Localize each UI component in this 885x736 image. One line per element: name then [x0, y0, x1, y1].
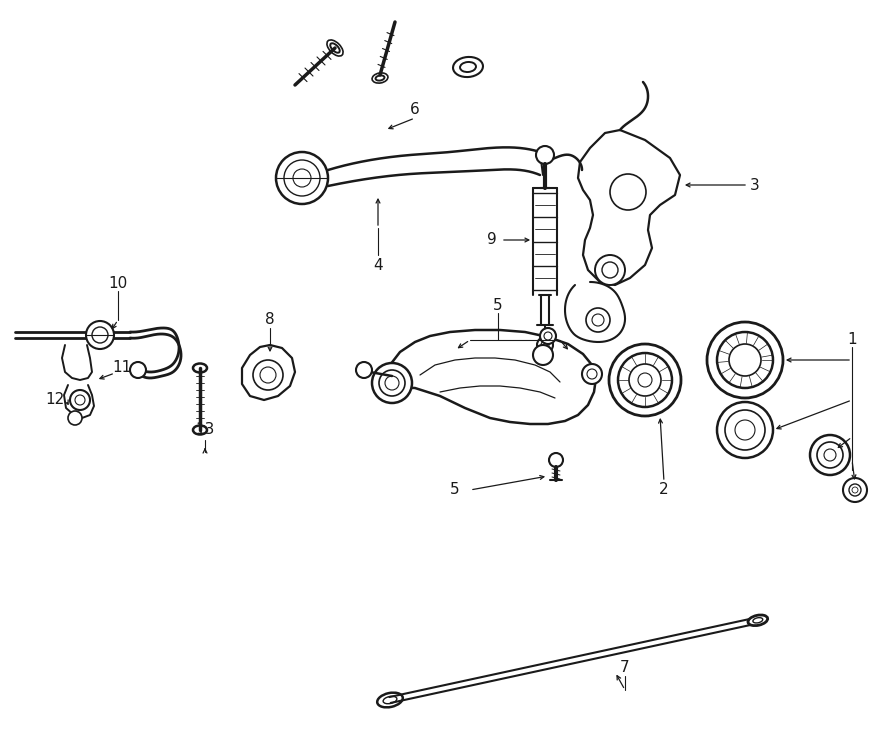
- Text: 3: 3: [750, 177, 760, 193]
- Circle shape: [75, 395, 85, 405]
- Ellipse shape: [193, 425, 207, 434]
- Text: 5: 5: [450, 483, 460, 498]
- Circle shape: [817, 442, 843, 468]
- Circle shape: [544, 332, 552, 340]
- Circle shape: [852, 487, 858, 493]
- Ellipse shape: [460, 62, 476, 72]
- Text: 7: 7: [620, 660, 630, 676]
- Text: 6: 6: [410, 102, 419, 118]
- Circle shape: [717, 402, 773, 458]
- Ellipse shape: [753, 618, 763, 623]
- Text: 5: 5: [493, 297, 503, 313]
- Text: 2: 2: [659, 483, 669, 498]
- Ellipse shape: [193, 364, 207, 372]
- Circle shape: [725, 410, 765, 450]
- Circle shape: [595, 255, 625, 285]
- Circle shape: [810, 435, 850, 475]
- Circle shape: [549, 453, 563, 467]
- Circle shape: [638, 373, 652, 387]
- Circle shape: [86, 321, 114, 349]
- Text: 4: 4: [373, 258, 383, 272]
- Circle shape: [260, 367, 276, 383]
- Circle shape: [541, 341, 549, 349]
- Circle shape: [610, 174, 646, 210]
- Circle shape: [707, 322, 783, 398]
- Text: 1: 1: [847, 333, 857, 347]
- Circle shape: [385, 376, 399, 390]
- Ellipse shape: [375, 75, 384, 80]
- Circle shape: [717, 332, 773, 388]
- Circle shape: [356, 362, 372, 378]
- Text: 13: 13: [196, 422, 215, 437]
- Text: 8: 8: [266, 313, 275, 328]
- Text: 9: 9: [487, 233, 496, 247]
- Circle shape: [92, 327, 108, 343]
- Ellipse shape: [383, 696, 396, 704]
- Circle shape: [293, 169, 311, 187]
- Circle shape: [68, 411, 82, 425]
- Circle shape: [629, 364, 661, 396]
- Ellipse shape: [372, 73, 388, 83]
- Ellipse shape: [330, 43, 340, 53]
- Circle shape: [582, 364, 602, 384]
- Circle shape: [533, 345, 553, 365]
- Text: 11: 11: [112, 361, 132, 375]
- Circle shape: [379, 370, 405, 396]
- Text: 10: 10: [108, 275, 127, 291]
- Circle shape: [602, 262, 618, 278]
- Ellipse shape: [748, 615, 767, 626]
- Circle shape: [284, 160, 320, 196]
- Circle shape: [253, 360, 283, 390]
- Circle shape: [372, 363, 412, 403]
- Circle shape: [592, 314, 604, 326]
- Circle shape: [130, 362, 146, 378]
- Circle shape: [70, 390, 90, 410]
- Circle shape: [824, 449, 836, 461]
- Circle shape: [276, 152, 328, 204]
- Circle shape: [536, 146, 554, 164]
- Circle shape: [587, 369, 597, 379]
- Ellipse shape: [327, 40, 343, 56]
- Circle shape: [849, 484, 861, 496]
- Ellipse shape: [453, 57, 483, 77]
- Circle shape: [609, 344, 681, 416]
- Ellipse shape: [377, 693, 403, 707]
- Circle shape: [735, 420, 755, 440]
- Circle shape: [540, 328, 556, 344]
- Circle shape: [537, 337, 553, 353]
- Circle shape: [618, 353, 672, 407]
- Circle shape: [843, 478, 867, 502]
- Circle shape: [586, 308, 610, 332]
- Text: 12: 12: [45, 392, 65, 408]
- Circle shape: [729, 344, 761, 376]
